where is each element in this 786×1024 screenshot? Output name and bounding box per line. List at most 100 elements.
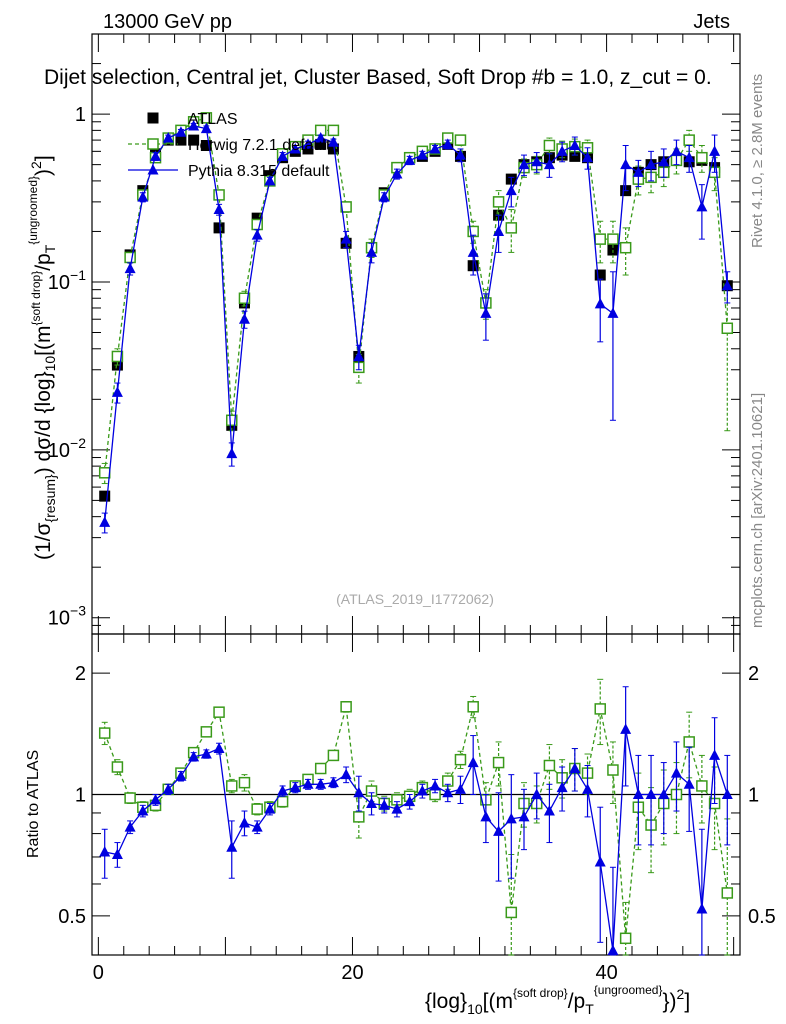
data-point [404, 154, 416, 165]
ratio-point [98, 727, 111, 739]
ratio-point [645, 788, 657, 799]
ratio-point [162, 783, 174, 794]
y-tick-label: 1 [75, 104, 86, 126]
data-point [442, 138, 454, 149]
analysis-watermark: (ATLAS_2019_I1772062) [336, 591, 494, 607]
data-point [607, 307, 619, 318]
ratio-point [238, 776, 251, 789]
legend-marker [147, 112, 159, 124]
ratio-point [327, 749, 340, 762]
data-point [124, 262, 136, 274]
data-point [696, 151, 708, 164]
legend-marker [147, 164, 159, 175]
legend-item-herwig: Herwig 7.2.1 default [128, 137, 331, 154]
y-tick-label: 10−3 [48, 603, 86, 630]
data-point [607, 233, 619, 245]
ratio-point [353, 811, 365, 823]
data-point [111, 350, 124, 363]
data-point [340, 201, 352, 213]
legend-label: ATLAS [188, 111, 238, 128]
ratio-point [619, 932, 632, 945]
ratio-point [124, 821, 136, 832]
ratio-point [327, 776, 339, 788]
legend-label: Pythia 8.315 default [188, 163, 330, 180]
data-point [721, 279, 733, 291]
data-point [454, 149, 466, 160]
data-point [353, 350, 365, 361]
data-point [683, 134, 695, 146]
data-point [391, 167, 403, 179]
data-point [200, 122, 212, 134]
data-point [493, 225, 505, 236]
data-point [556, 145, 568, 156]
data-point [467, 246, 479, 257]
ratio-point [683, 736, 695, 748]
ratio-point [569, 762, 581, 774]
ratio-point [200, 726, 213, 738]
ratio-point [264, 803, 276, 814]
data-point [302, 143, 314, 155]
ratio-point [289, 781, 301, 793]
ratio-point [188, 750, 200, 762]
ratio-point [543, 759, 556, 772]
data-point [658, 155, 670, 167]
data-point [315, 132, 327, 143]
data-point [200, 140, 212, 152]
data-point [137, 191, 149, 202]
ratio-point [315, 778, 327, 789]
data-point [632, 166, 644, 177]
legend: ATLAS Herwig 7.2.1 default Pythia 8.315 de… [128, 111, 331, 180]
ratio-point [721, 788, 733, 799]
data-point [620, 158, 632, 170]
main-panel: 10−3 10−2 10−1 1 (1/σ{resum}) dσ/d {log}10[(… [26, 33, 740, 635]
data-point [175, 126, 187, 137]
process-label: Jets [693, 11, 730, 33]
data-point [302, 138, 314, 149]
data-point [111, 386, 123, 397]
ratio-point [314, 762, 327, 775]
ratio-point [378, 799, 390, 810]
legend-item-atlas: ATLAS [147, 111, 238, 128]
ratio-point [696, 780, 708, 792]
data-point [378, 191, 390, 202]
data-point [569, 139, 581, 151]
data-point [289, 142, 301, 154]
ratio-point [251, 821, 263, 832]
ratio-point [366, 797, 378, 808]
energy-label: 13000 GeV pp [103, 11, 232, 33]
data-point [670, 145, 682, 156]
series-pythia [99, 119, 733, 534]
ratio-point [340, 768, 352, 780]
ratio-point [594, 856, 606, 867]
ratio-point [124, 792, 136, 804]
legend-marker [147, 138, 159, 150]
ratio-point [670, 767, 682, 778]
data-point [594, 297, 606, 309]
data-point [315, 138, 327, 150]
ratio-point [582, 783, 594, 794]
data-point [594, 233, 606, 245]
ratio-y-tick-label-right: 0.5 [748, 906, 776, 928]
ratio-point [492, 756, 505, 769]
data-point [683, 151, 695, 163]
mcplots-label: mcplots.cern.ch [arXiv:2401.10621] [749, 393, 766, 628]
data-point [175, 134, 187, 146]
data-point [327, 143, 339, 155]
y-tick-label: 10−1 [48, 267, 86, 294]
ratio-point [111, 761, 124, 773]
ratio-y-tick-label-right: 1 [748, 785, 759, 807]
ratio-point [721, 887, 734, 899]
ratio-point [416, 785, 428, 796]
main-y-axis-label: (1/σ{resum}) dσ/d {log}10[(m{soft drop}/… [26, 155, 58, 560]
ratio-point [543, 805, 555, 816]
data-point [264, 174, 276, 186]
x-tick-label: 0 [93, 962, 104, 984]
ratio-point [683, 778, 695, 789]
data-point [98, 467, 111, 479]
data-point [582, 151, 594, 163]
data-point [327, 136, 339, 147]
x-tick-label: 40 [595, 962, 617, 984]
ratio-point [302, 778, 314, 789]
ratio-point [658, 788, 670, 799]
